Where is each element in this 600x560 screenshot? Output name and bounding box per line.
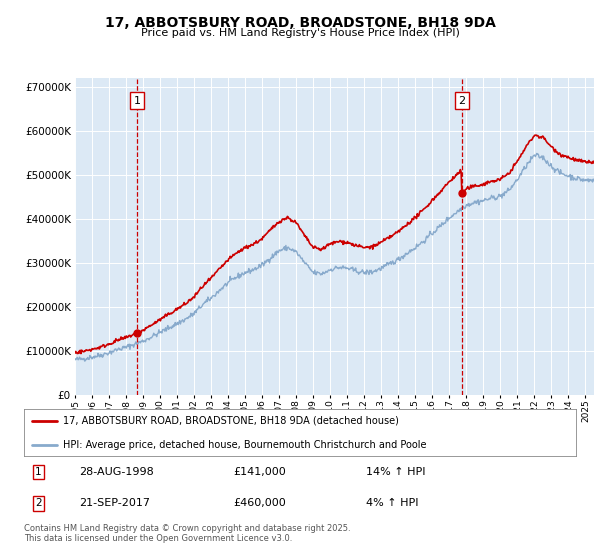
Text: 14% ↑ HPI: 14% ↑ HPI: [366, 467, 426, 477]
Text: 28-AUG-1998: 28-AUG-1998: [79, 467, 154, 477]
Text: 17, ABBOTSBURY ROAD, BROADSTONE, BH18 9DA: 17, ABBOTSBURY ROAD, BROADSTONE, BH18 9D…: [104, 16, 496, 30]
Text: 2: 2: [35, 498, 41, 508]
Text: 2: 2: [458, 96, 465, 105]
Text: 17, ABBOTSBURY ROAD, BROADSTONE, BH18 9DA (detached house): 17, ABBOTSBURY ROAD, BROADSTONE, BH18 9D…: [62, 416, 398, 426]
Text: 4% ↑ HPI: 4% ↑ HPI: [366, 498, 419, 508]
Text: Contains HM Land Registry data © Crown copyright and database right 2025.
This d: Contains HM Land Registry data © Crown c…: [24, 524, 350, 543]
Text: Price paid vs. HM Land Registry's House Price Index (HPI): Price paid vs. HM Land Registry's House …: [140, 28, 460, 38]
Text: £141,000: £141,000: [234, 467, 287, 477]
Text: HPI: Average price, detached house, Bournemouth Christchurch and Poole: HPI: Average price, detached house, Bour…: [62, 440, 426, 450]
Text: 21-SEP-2017: 21-SEP-2017: [79, 498, 150, 508]
Text: £460,000: £460,000: [234, 498, 287, 508]
Text: 1: 1: [35, 467, 41, 477]
Text: 1: 1: [134, 96, 140, 105]
